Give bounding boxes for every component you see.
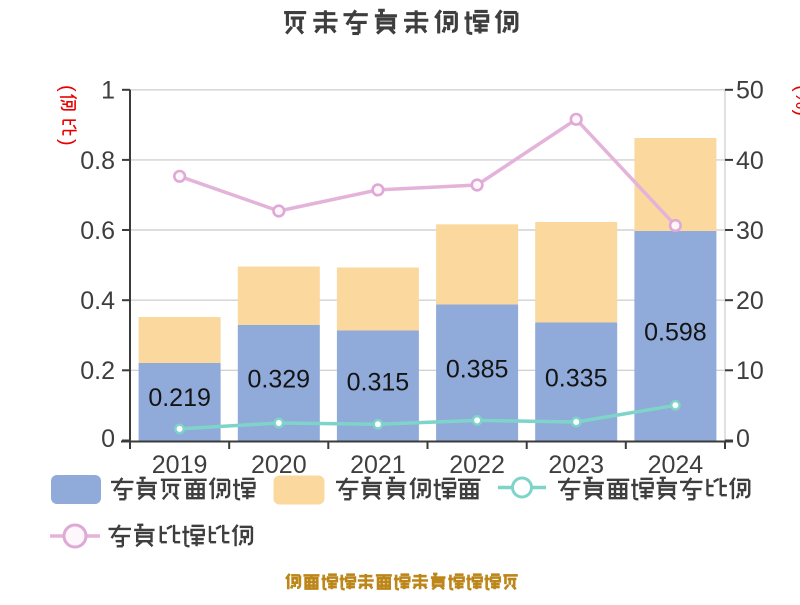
svg-text:0.335: 0.335 <box>545 364 608 392</box>
svg-text:0.8: 0.8 <box>80 147 115 175</box>
svg-text:0.315: 0.315 <box>347 368 410 396</box>
svg-text:30: 30 <box>736 217 764 245</box>
svg-text:0: 0 <box>101 425 115 453</box>
svg-text:2022: 2022 <box>449 451 505 479</box>
svg-text:0: 0 <box>736 425 750 453</box>
svg-text:(%): (%) <box>791 85 800 116</box>
svg-text:): ) <box>56 139 78 146</box>
svg-text:0.6: 0.6 <box>80 217 115 245</box>
svg-text:2023: 2023 <box>548 451 604 479</box>
svg-text:40: 40 <box>736 147 764 175</box>
svg-text:20: 20 <box>736 287 764 315</box>
svg-text:0.4: 0.4 <box>80 287 115 315</box>
svg-text:0.385: 0.385 <box>446 355 509 383</box>
svg-text:0.329: 0.329 <box>248 366 311 394</box>
svg-text:2021: 2021 <box>350 451 406 479</box>
svg-text:0.219: 0.219 <box>148 384 211 412</box>
svg-text:0.2: 0.2 <box>80 357 115 385</box>
svg-text:(: ( <box>56 85 78 92</box>
svg-text:10: 10 <box>736 357 764 385</box>
svg-text:1: 1 <box>101 77 115 105</box>
svg-text:2020: 2020 <box>251 451 307 479</box>
svg-text:2024: 2024 <box>648 451 704 479</box>
svg-text:2019: 2019 <box>152 451 208 479</box>
svg-text:50: 50 <box>736 77 764 105</box>
svg-text:0.598: 0.598 <box>644 319 707 347</box>
